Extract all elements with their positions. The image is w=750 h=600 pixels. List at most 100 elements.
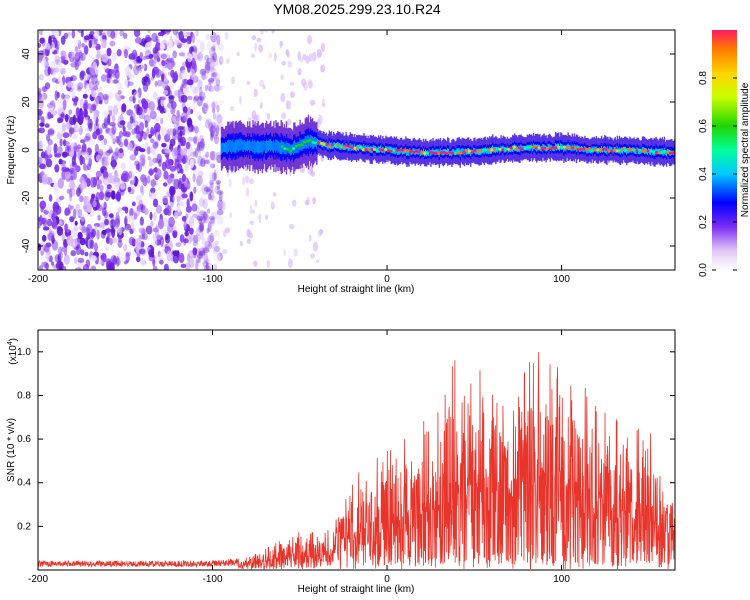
noise-cell bbox=[309, 99, 316, 106]
noise-cell bbox=[256, 37, 262, 43]
signal-peak bbox=[509, 146, 513, 150]
noise-cell bbox=[77, 39, 82, 50]
signal-core bbox=[239, 138, 242, 151]
signal-core bbox=[419, 150, 422, 157]
noise-cell bbox=[205, 151, 210, 158]
noise-cell bbox=[53, 150, 58, 158]
noise-cell bbox=[132, 227, 137, 232]
noise-cell bbox=[211, 211, 218, 221]
noise-cell bbox=[152, 152, 160, 163]
noise-cell bbox=[75, 187, 81, 197]
noise-cell bbox=[184, 162, 189, 172]
noise-cell bbox=[225, 227, 231, 234]
signal-peak bbox=[520, 147, 525, 151]
noise-cell bbox=[214, 173, 220, 180]
noise-cell bbox=[196, 215, 203, 221]
noise-cell bbox=[95, 170, 103, 177]
signal-core bbox=[642, 147, 645, 154]
noise-cell bbox=[129, 228, 134, 234]
signal-core bbox=[235, 139, 237, 153]
noise-cell bbox=[114, 173, 120, 178]
noise-cell bbox=[57, 146, 63, 155]
signal-peak bbox=[462, 150, 466, 154]
signal-core bbox=[347, 145, 349, 152]
signal-core bbox=[458, 148, 460, 155]
noise-cell bbox=[206, 64, 212, 74]
noise-cell bbox=[58, 246, 63, 256]
signal-core bbox=[226, 142, 228, 154]
noise-cell bbox=[120, 189, 125, 196]
noise-cell bbox=[210, 150, 218, 162]
noise-cell bbox=[156, 79, 163, 87]
noise-cell bbox=[85, 82, 90, 93]
signal-peak bbox=[286, 147, 290, 151]
signal-core bbox=[449, 151, 451, 157]
signal-core bbox=[659, 148, 661, 155]
noise-cell bbox=[193, 136, 200, 146]
noise-cell bbox=[216, 154, 223, 164]
noise-cell bbox=[156, 252, 161, 260]
signal-peak bbox=[403, 149, 407, 152]
noise-cell bbox=[194, 147, 199, 158]
noise-cell bbox=[90, 265, 97, 270]
signal-core bbox=[388, 146, 390, 152]
noise-cell bbox=[109, 135, 116, 143]
noise-cell bbox=[136, 205, 141, 212]
noise-cell bbox=[192, 86, 199, 97]
noise-cell bbox=[70, 250, 77, 257]
noise-cell bbox=[202, 105, 207, 111]
noise-cell bbox=[38, 91, 42, 101]
noise-cell bbox=[77, 257, 85, 263]
noise-cell bbox=[141, 157, 146, 167]
noise-cell bbox=[41, 241, 45, 249]
noise-cell bbox=[258, 44, 264, 53]
noise-cell bbox=[124, 66, 132, 76]
noise-cell bbox=[193, 75, 199, 83]
noise-cell bbox=[86, 223, 93, 235]
noise-cell bbox=[131, 128, 136, 135]
noise-cell bbox=[188, 258, 195, 269]
signal-peak bbox=[467, 149, 472, 153]
signal-peak bbox=[411, 150, 416, 154]
spectrogram-heatmap bbox=[38, 30, 675, 270]
noise-cell bbox=[53, 182, 59, 192]
snr-xtick-label: 100 bbox=[553, 574, 570, 585]
noise-cell bbox=[64, 54, 69, 61]
noise-cell bbox=[84, 136, 91, 142]
spectrogram-xtick-label: 100 bbox=[553, 274, 570, 285]
noise-cell bbox=[205, 60, 213, 67]
noise-cell bbox=[72, 133, 78, 140]
noise-cell bbox=[99, 134, 105, 141]
noise-cell bbox=[216, 114, 223, 124]
noise-cell bbox=[83, 116, 89, 126]
noise-cell bbox=[208, 120, 216, 128]
noise-cell bbox=[178, 252, 185, 264]
noise-cell bbox=[82, 162, 87, 171]
noise-cell bbox=[57, 117, 64, 123]
noise-cell bbox=[192, 240, 199, 247]
signal-core bbox=[398, 149, 401, 155]
noise-cell bbox=[205, 258, 210, 265]
noise-cell bbox=[193, 136, 198, 144]
noise-cell bbox=[75, 165, 81, 173]
signal-peak bbox=[601, 147, 606, 151]
noise-cell bbox=[199, 41, 205, 53]
noise-cell bbox=[66, 235, 74, 246]
signal-core bbox=[453, 148, 455, 154]
signal-core bbox=[475, 150, 477, 155]
noise-cell bbox=[159, 96, 166, 101]
snr-scale-label: (x104) bbox=[7, 338, 19, 365]
noise-cell bbox=[212, 112, 217, 120]
signal-core bbox=[297, 141, 299, 153]
noise-cell bbox=[197, 170, 204, 177]
noise-cell bbox=[180, 130, 185, 136]
signal-core bbox=[607, 146, 609, 152]
noise-cell bbox=[202, 102, 209, 111]
signal-peak bbox=[353, 146, 357, 150]
noise-cell bbox=[86, 163, 92, 171]
noise-cell bbox=[320, 64, 326, 73]
noise-cell bbox=[141, 233, 148, 241]
noise-cell bbox=[119, 148, 124, 154]
